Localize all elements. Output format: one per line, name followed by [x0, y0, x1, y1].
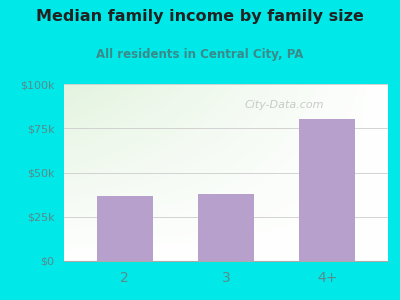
Bar	[198, 194, 254, 261]
Bar	[300, 119, 355, 261]
Text: Median family income by family size: Median family income by family size	[36, 9, 364, 24]
Text: City-Data.com: City-Data.com	[244, 100, 324, 110]
Bar	[97, 196, 152, 261]
Text: All residents in Central City, PA: All residents in Central City, PA	[96, 48, 304, 61]
